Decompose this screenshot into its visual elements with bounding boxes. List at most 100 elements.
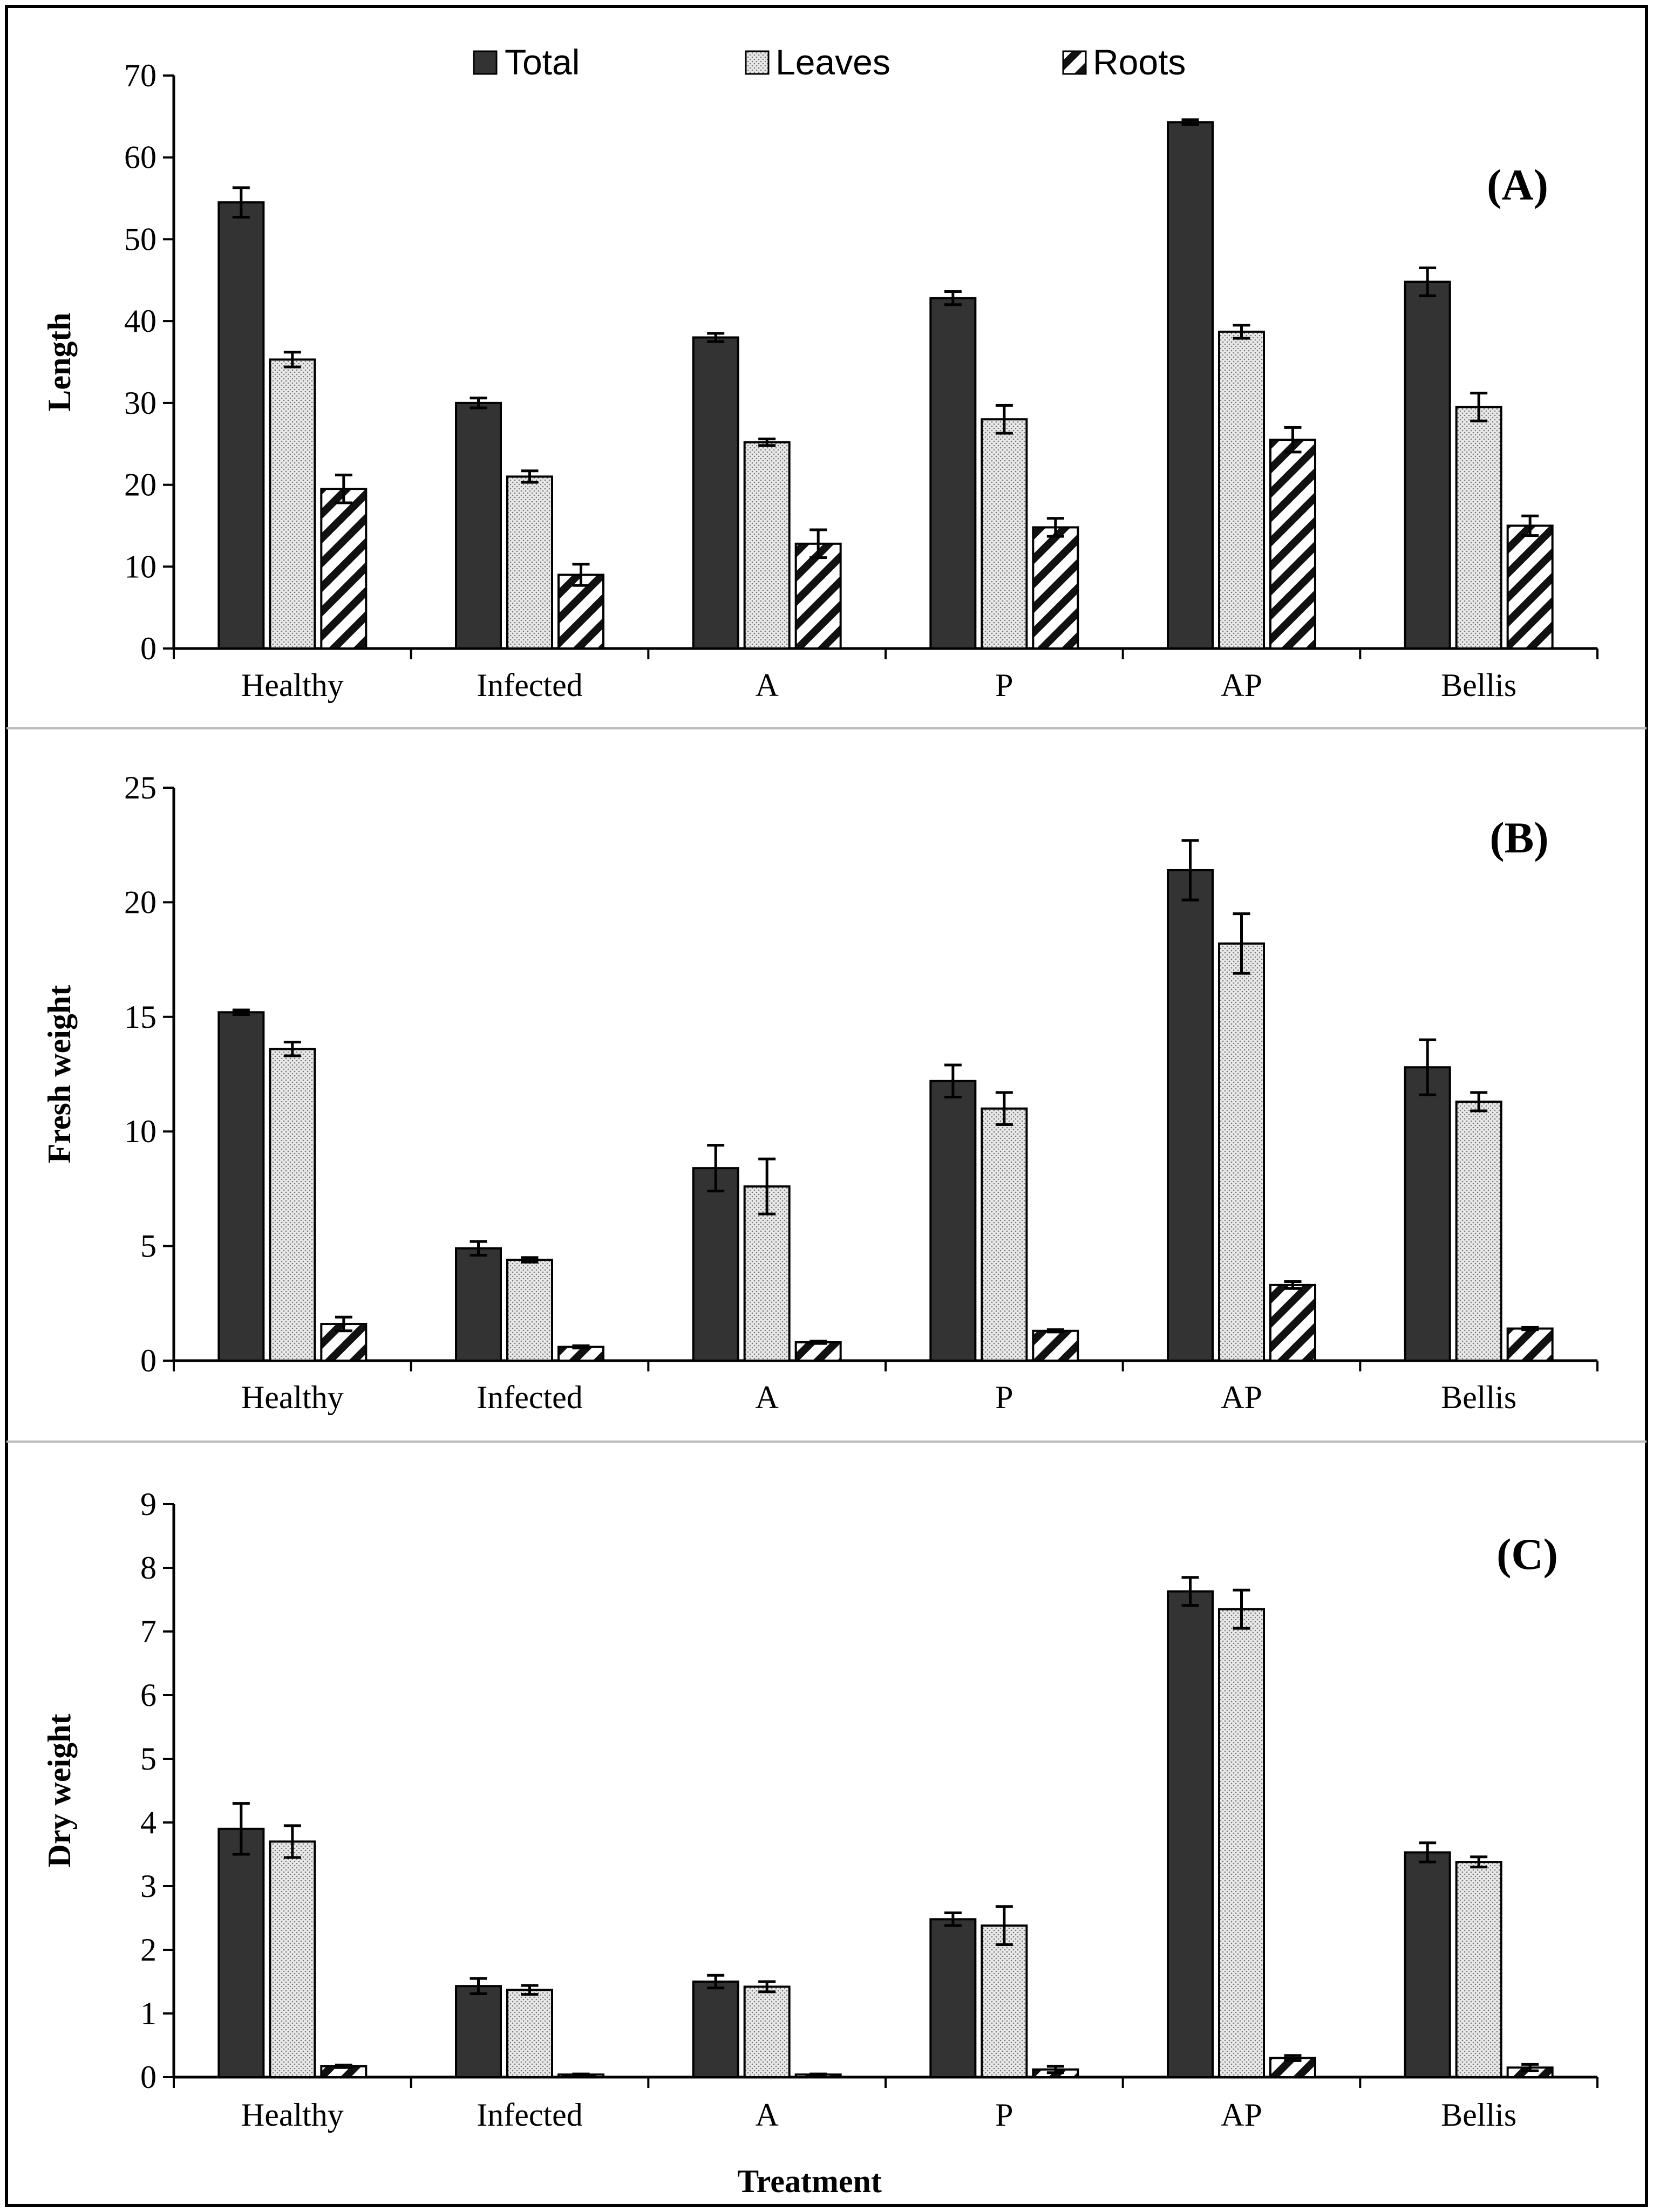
bar-dry-weight-healthy-leaves — [269, 1840, 316, 2078]
error-bar-length-ap-total — [1181, 118, 1199, 126]
error-bar-fresh-weight-infected-roots — [572, 1344, 590, 1350]
bar-length-bellis-leaves — [1455, 406, 1502, 650]
error-bar-dry-weight-healthy-leaves — [283, 1824, 301, 1859]
x-tick-label-p: P — [995, 2097, 1013, 2133]
x-tick-label-healthy: Healthy — [241, 2097, 344, 2133]
error-bar-fresh-weight-bellis-roots — [1521, 1326, 1539, 1332]
error-bar-length-infected-total — [470, 397, 487, 409]
bar-fresh-weight-healthy-total — [217, 1011, 265, 1362]
x-tick-label-bellis: Bellis — [1441, 667, 1516, 703]
legend-swatch-roots — [1062, 50, 1087, 75]
x-tick-label-infected: Infected — [477, 1380, 583, 1415]
x-tick-label-p: P — [995, 1380, 1013, 1415]
error-bar-length-a-leaves — [758, 438, 776, 447]
y-tick-label: 0 — [140, 1343, 157, 1378]
error-bar-length-a-total — [707, 332, 725, 343]
bar-length-a-roots — [794, 542, 842, 650]
error-bar-fresh-weight-healthy-roots — [335, 1315, 352, 1333]
error-bar-fresh-weight-p-total — [944, 1063, 962, 1098]
bar-fresh-weight-a-roots — [794, 1341, 842, 1362]
error-bar-fresh-weight-bellis-total — [1419, 1038, 1437, 1096]
bar-dry-weight-p-total — [929, 1918, 977, 2079]
error-bar-length-bellis-total — [1419, 267, 1437, 297]
error-bar-dry-weight-bellis-roots — [1521, 2063, 1539, 2072]
x-tick-label-bellis: Bellis — [1441, 2097, 1516, 2133]
bar-dry-weight-a-total — [692, 1981, 739, 2078]
error-bar-fresh-weight-a-total — [707, 1144, 725, 1193]
bar-fresh-weight-p-roots — [1032, 1329, 1079, 1362]
error-bar-dry-weight-p-leaves — [995, 1905, 1013, 1947]
error-bar-length-ap-roots — [1284, 426, 1302, 454]
bar-fresh-weight-p-total — [929, 1080, 977, 1362]
legend-label-total: Total — [505, 42, 580, 82]
error-bar-dry-weight-infected-leaves — [521, 1984, 539, 1996]
error-bar-fresh-weight-p-leaves — [995, 1091, 1013, 1126]
y-tick-label: 10 — [124, 1114, 157, 1149]
bar-fresh-weight-bellis-leaves — [1455, 1100, 1502, 1362]
bar-length-healthy-roots — [320, 488, 368, 650]
error-bar-fresh-weight-ap-roots — [1284, 1280, 1302, 1290]
y-tick-label: 9 — [140, 1486, 157, 1522]
bar-dry-weight-infected-leaves — [506, 1989, 553, 2079]
bar-length-infected-leaves — [506, 475, 553, 650]
error-bar-dry-weight-a-roots — [810, 2072, 827, 2077]
error-bar-length-infected-roots — [572, 563, 590, 587]
bar-fresh-weight-infected-total — [455, 1247, 502, 1362]
legend: Total Leaves Roots — [473, 42, 1186, 82]
error-bar-dry-weight-ap-roots — [1284, 2054, 1302, 2062]
error-bar-dry-weight-bellis-total — [1419, 1841, 1437, 1863]
y-tick-label: 7 — [140, 1614, 157, 1649]
y-tick-label: 5 — [140, 1228, 157, 1264]
error-bar-dry-weight-healthy-total — [232, 1802, 250, 1856]
bar-dry-weight-a-leaves — [743, 1985, 791, 2078]
error-bar-fresh-weight-healthy-total — [232, 1008, 250, 1016]
legend-swatch-leaves — [745, 50, 770, 75]
y-tick-label: 3 — [140, 1868, 157, 1904]
y-tick-label: 40 — [124, 303, 157, 339]
legend-label-roots: Roots — [1093, 42, 1186, 82]
error-bar-length-ap-leaves — [1233, 324, 1250, 340]
y-tick-label: 70 — [124, 58, 157, 93]
bar-length-a-leaves — [743, 441, 791, 650]
y-tick-label: 0 — [140, 631, 157, 666]
error-bar-length-bellis-leaves — [1470, 392, 1488, 422]
x-tick-label-infected: Infected — [477, 667, 583, 703]
bar-fresh-weight-healthy-leaves — [269, 1048, 316, 1362]
error-bar-dry-weight-healthy-roots — [335, 2064, 352, 2069]
x-tick-label-a: A — [755, 667, 778, 703]
error-bar-fresh-weight-healthy-leaves — [283, 1041, 301, 1057]
bar-length-p-roots — [1032, 526, 1079, 650]
y-axis-title-length: Length — [42, 312, 77, 411]
y-tick-label: 5 — [140, 1741, 157, 1777]
error-bar-length-healthy-total — [232, 186, 250, 219]
error-bar-dry-weight-a-total — [707, 1974, 725, 1990]
y-tick-label: 25 — [124, 770, 157, 805]
error-bar-length-a-roots — [810, 528, 827, 559]
y-tick-label: 4 — [140, 1805, 157, 1840]
panel-label-fresh-weight: (B) — [1489, 813, 1548, 862]
error-bar-fresh-weight-a-roots — [810, 1340, 827, 1345]
y-tick-label: 2 — [140, 1932, 157, 1968]
x-tick-label-ap: AP — [1221, 667, 1262, 703]
error-bar-dry-weight-p-total — [944, 1911, 962, 1927]
bar-length-ap-roots — [1269, 439, 1316, 650]
bar-fresh-weight-ap-total — [1167, 869, 1214, 1362]
legend-swatch-total — [473, 50, 498, 75]
x-tick-label-a: A — [755, 1380, 778, 1415]
bar-length-p-leaves — [981, 418, 1028, 650]
x-tick-label-infected: Infected — [477, 2097, 583, 2133]
bar-fresh-weight-infected-leaves — [506, 1259, 553, 1362]
bar-length-healthy-total — [217, 201, 265, 650]
error-bar-length-healthy-leaves — [283, 351, 301, 368]
bar-fresh-weight-bellis-total — [1404, 1066, 1451, 1362]
error-bar-length-infected-leaves — [521, 469, 539, 484]
x-tick-label-ap: AP — [1221, 2097, 1262, 2133]
bar-length-infected-total — [455, 401, 502, 650]
bar-fresh-weight-a-leaves — [743, 1185, 791, 1362]
error-bar-dry-weight-bellis-leaves — [1470, 1855, 1488, 1869]
error-bar-fresh-weight-ap-total — [1181, 839, 1199, 902]
error-bar-length-p-roots — [1046, 517, 1064, 538]
error-bar-dry-weight-p-roots — [1046, 2065, 1064, 2074]
